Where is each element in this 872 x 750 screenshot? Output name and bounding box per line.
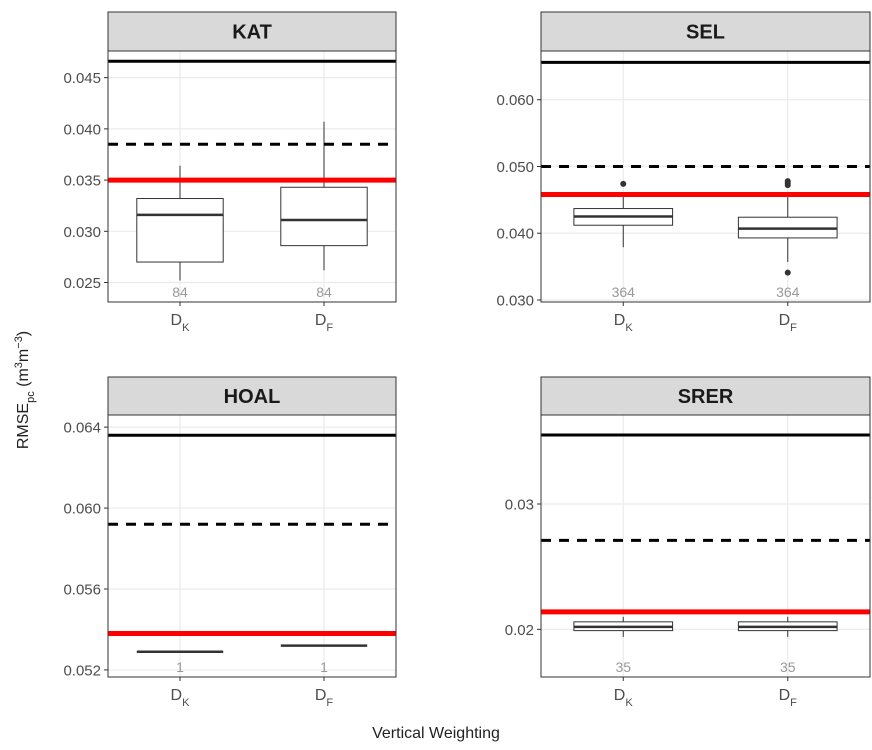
- count-label: 1: [320, 659, 328, 675]
- count-label: 364: [612, 284, 636, 300]
- y-tick-label: 0.050: [496, 159, 534, 176]
- y-tick-label: 0.060: [63, 501, 101, 518]
- x-tick-label-sub: K: [625, 697, 633, 709]
- x-tick-label-base: D: [315, 687, 327, 704]
- y-label-part: −3: [13, 336, 25, 349]
- x-tick-label: DK: [614, 312, 634, 334]
- box: [136, 198, 224, 263]
- x-tick-label: DF: [779, 687, 798, 709]
- x-tick-label-base: D: [614, 687, 626, 704]
- x-tick-label-base: D: [171, 687, 183, 704]
- outlier: [784, 269, 791, 276]
- y-tick-label: 0.060: [496, 92, 534, 109]
- y-tick-label: 0.056: [63, 581, 101, 598]
- y-tick-label: 0.045: [63, 70, 101, 87]
- outlier: [620, 180, 627, 187]
- x-tick-label: DK: [614, 687, 634, 709]
- x-tick-label-base: D: [779, 687, 791, 704]
- x-tick-label-base: D: [614, 312, 626, 329]
- x-tick-label: DF: [779, 312, 798, 334]
- y-tick-label: 0.030: [63, 224, 101, 241]
- x-tick-label-sub: K: [625, 322, 633, 334]
- count-label: 84: [316, 284, 332, 300]
- x-tick-label: DF: [315, 312, 334, 334]
- y-label-part: (m: [15, 368, 32, 391]
- panel-title: SEL: [686, 22, 725, 44]
- y-label-part: ): [15, 331, 32, 336]
- x-tick-label-sub: K: [182, 697, 190, 709]
- y-label-part: RMSE: [15, 403, 32, 449]
- panel-border: [107, 50, 397, 303]
- y-tick-label: 0.035: [63, 173, 101, 190]
- box: [280, 186, 368, 247]
- panel-background: [541, 415, 870, 677]
- x-tick-label: DF: [315, 687, 334, 709]
- y-tick-label: 0.02: [505, 622, 534, 639]
- count-label: 35: [780, 659, 796, 675]
- x-tick-label-base: D: [171, 312, 183, 329]
- count-label: 364: [776, 284, 800, 300]
- y-tick-label: 0.040: [496, 226, 534, 243]
- outlier: [784, 182, 791, 189]
- panel-border: [540, 414, 871, 678]
- x-tick-label-sub: F: [326, 697, 333, 709]
- strip: [107, 376, 397, 416]
- y-tick-label: 0.064: [63, 420, 101, 437]
- y-label-part: 3: [13, 362, 25, 368]
- x-tick-label: DK: [171, 687, 191, 709]
- panel-border: [540, 50, 871, 303]
- panel-background: [541, 51, 870, 302]
- x-axis-label: Vertical Weighting: [372, 725, 500, 742]
- panel-title: KAT: [232, 22, 272, 44]
- y-tick-label: 0.040: [63, 121, 101, 138]
- x-tick-label-base: D: [779, 312, 791, 329]
- y-tick-label: 0.052: [63, 662, 101, 679]
- x-tick-label: DK: [171, 312, 191, 334]
- x-tick-label-sub: F: [790, 322, 797, 334]
- x-tick-label-sub: K: [182, 322, 190, 334]
- panel-border: [107, 414, 397, 678]
- panel-background: [108, 415, 396, 677]
- count-label: 35: [615, 659, 631, 675]
- x-tick-label-sub: F: [790, 697, 797, 709]
- panel-title: HOAL: [224, 386, 281, 408]
- strip: [540, 11, 871, 52]
- panel-background: [108, 51, 396, 302]
- count-label: 1: [176, 659, 184, 675]
- y-tick-label: 0.030: [496, 292, 534, 309]
- x-tick-label-sub: F: [326, 322, 333, 334]
- y-tick-label: 0.03: [505, 497, 534, 514]
- y-label-part: m: [15, 349, 32, 362]
- x-tick-label-base: D: [315, 312, 327, 329]
- count-label: 84: [172, 284, 188, 300]
- panel-title: SRER: [678, 386, 734, 408]
- strip: [540, 376, 871, 416]
- y-tick-label: 0.025: [63, 275, 101, 292]
- y-axis-label: RMSEpc (m3m−3): [13, 331, 37, 449]
- y-label-part: pc: [25, 391, 37, 403]
